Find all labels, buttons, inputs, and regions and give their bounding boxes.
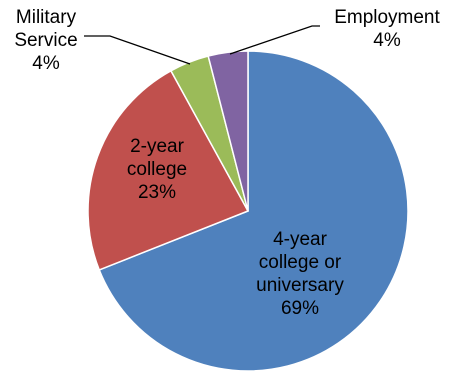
pie-slice [207, 50, 249, 212]
pie-slice [98, 50, 409, 372]
slice-name-label: college or [259, 252, 342, 273]
slice-name-label: Employment [334, 7, 440, 28]
leader-line [229, 25, 320, 55]
slice-value-label: 4% [373, 30, 401, 51]
slice-value-label: 69% [281, 298, 319, 319]
slice-name-label: 4-year [273, 229, 328, 250]
slice-label: Military Service 4% [14, 7, 77, 74]
slice-label: 2-year college 23% [127, 136, 187, 203]
slice-label: 4-year college or universary 69% [256, 229, 344, 319]
slice-value-label: 23% [138, 182, 176, 203]
leader-line [84, 35, 191, 65]
slice-labels: 4-year college or universary 69%2-year colle… [14, 7, 440, 319]
pie-slices [87, 50, 409, 372]
slice-value-label: 4% [32, 53, 60, 74]
slice-label: Employment 4% [334, 7, 440, 51]
slice-name-label: college [127, 159, 187, 180]
slice-name-label: Service [14, 30, 77, 51]
slice-name-label: Military [16, 7, 77, 28]
pie-slice [87, 69, 250, 271]
slice-name-label: universary [256, 275, 344, 296]
leader-lines [84, 25, 320, 65]
slice-name-label: 2-year [130, 136, 185, 157]
